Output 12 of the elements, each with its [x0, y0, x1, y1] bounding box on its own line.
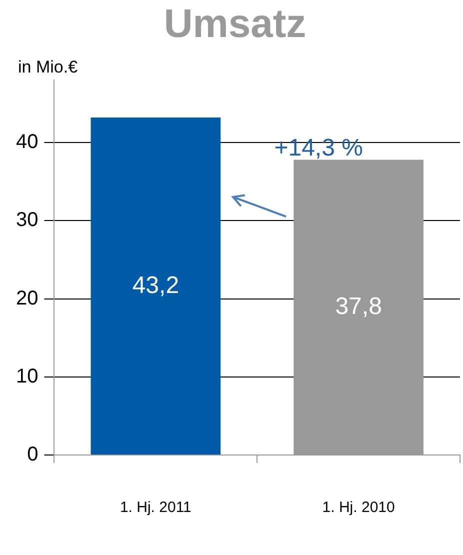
chart-title: Umsatz [164, 2, 306, 46]
annotation: +14,3 % [274, 134, 363, 162]
y-axis-title: in Mio.€ [18, 58, 78, 77]
y-tick-label: 30 [16, 209, 38, 232]
data-label: 37,8 [335, 292, 382, 320]
x-tick-label: 1. Hj. 2011 [120, 499, 192, 516]
y-tick-label: 20 [16, 287, 38, 310]
y-tick-label: 10 [16, 365, 38, 388]
data-label: 43,2 [132, 272, 180, 299]
x-tick-label: 1. Hj. 2010 [322, 499, 395, 516]
y-tick-label: 0 [27, 444, 38, 466]
y-tick-label: 40 [16, 131, 38, 154]
